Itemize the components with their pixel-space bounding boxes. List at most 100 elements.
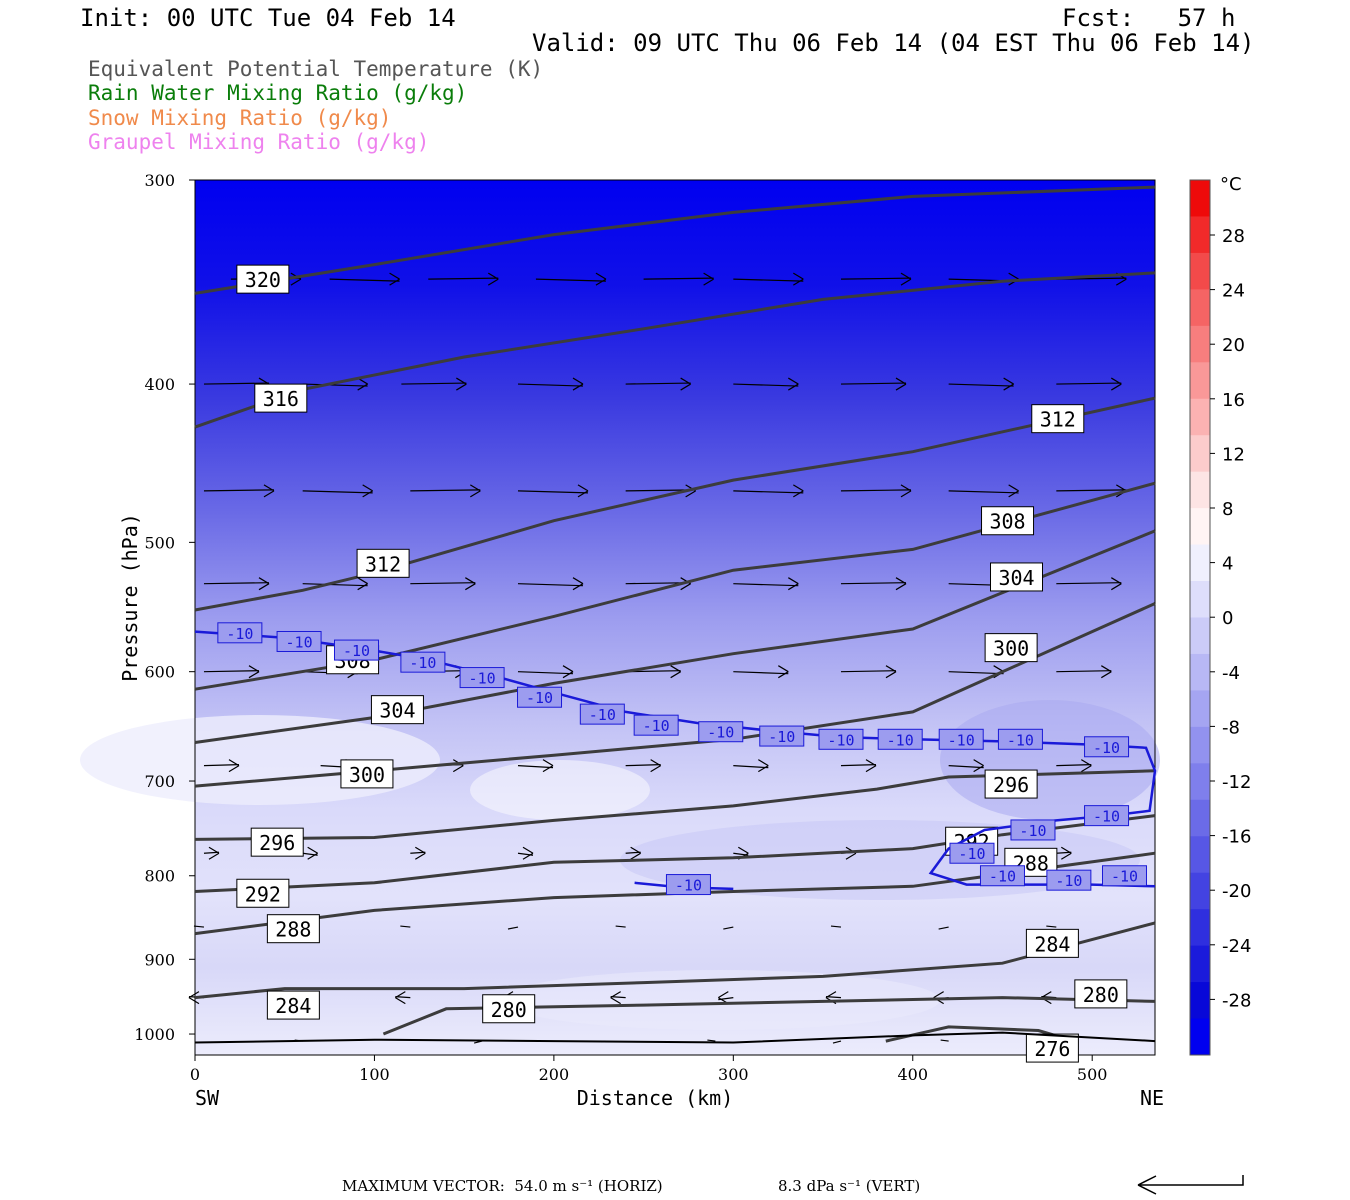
theta-e-label: 300 xyxy=(349,763,385,787)
wind-vector-head xyxy=(307,846,318,860)
wind-vector xyxy=(302,583,368,587)
theta-e-label: 312 xyxy=(365,552,401,576)
theta-e-label-box xyxy=(236,264,290,294)
colorbar-segment xyxy=(1190,289,1210,327)
theta-e-label-box xyxy=(340,759,394,789)
y-tick-label: 600 xyxy=(144,663,175,682)
wind-vector xyxy=(938,926,949,930)
wind-vector-head xyxy=(470,484,481,498)
isotherm-label: -10 xyxy=(1019,822,1046,840)
colorbar-segment xyxy=(1190,763,1210,801)
wind-vector xyxy=(733,671,789,675)
colorbar-segment xyxy=(1190,180,1210,217)
colorbar-segment xyxy=(1190,216,1210,254)
wind-vector-head xyxy=(895,577,907,591)
colorbar-tick-label: -8 xyxy=(1222,717,1240,738)
wind-vector xyxy=(643,277,714,280)
theta-e-label: 304 xyxy=(379,699,415,723)
wind-vector xyxy=(203,582,269,585)
isotherm-label-box xyxy=(997,728,1043,750)
theta-e-contour-304 xyxy=(194,529,1156,744)
isotherm-label-box xyxy=(1101,865,1147,887)
wind-vector-head xyxy=(680,377,691,391)
theta-e-label-box xyxy=(482,994,536,1024)
colorbar-segment xyxy=(1190,398,1210,436)
isotherm-label: -10 xyxy=(1111,868,1138,886)
isotherm-label-box xyxy=(938,728,984,750)
shading-patch xyxy=(470,760,650,820)
x-axis-label: Distance (km) xyxy=(577,1086,734,1110)
theta-e-contour-292 xyxy=(194,814,1156,893)
theta-e-label: 300 xyxy=(993,637,1029,661)
wind-vector xyxy=(948,490,1019,494)
y-tick-label: 300 xyxy=(144,171,175,190)
isotherm-label-box xyxy=(818,728,864,750)
wind-vector xyxy=(203,489,274,492)
isotherm-label-box xyxy=(698,721,744,743)
wind-vector-head xyxy=(456,377,467,391)
wind-vector-head xyxy=(188,991,200,1005)
temperature-shading xyxy=(195,180,1155,1055)
wind-vector xyxy=(723,926,734,930)
isotherm-label-box xyxy=(1010,819,1056,841)
theta-e-label: 316 xyxy=(263,387,299,411)
wind-vector xyxy=(1056,489,1127,492)
x-tick-label: 200 xyxy=(539,1065,570,1084)
colorbar-tick-label: -4 xyxy=(1222,663,1240,684)
isotherm-label: -10 xyxy=(589,706,616,724)
theta-e-label: 288 xyxy=(275,918,311,942)
theta-e-label: 276 xyxy=(1034,1037,1070,1061)
wind-vector xyxy=(1056,670,1112,673)
legend-snow: Snow Mixing Ratio (g/kg) xyxy=(88,106,392,130)
legend-equivalent-potential-temperature: Equivalent Potential Temperature (K) xyxy=(88,57,544,81)
wind-vector xyxy=(400,925,411,928)
wind-vector-head xyxy=(778,665,789,679)
theta-e-label: 296 xyxy=(993,773,1029,797)
wind-vector-head xyxy=(1081,759,1092,773)
colorbar-segment xyxy=(1190,690,1210,728)
theta-e-label-box xyxy=(356,548,410,578)
theta-e-label-box xyxy=(370,695,424,725)
wind-vector-head xyxy=(577,484,589,498)
y-tick-label: 500 xyxy=(144,533,175,552)
reference-vector-arrow xyxy=(1137,1175,1244,1195)
theta-e-label-box xyxy=(984,633,1038,663)
colorbar-unit: °C xyxy=(1220,174,1242,195)
wind-vector xyxy=(329,278,400,282)
wind-vector-head xyxy=(788,377,799,391)
wind-vector xyxy=(410,489,481,492)
isotherm-label: -10 xyxy=(675,877,702,895)
wind-vector-head xyxy=(258,577,270,591)
wind-vector xyxy=(733,490,804,494)
wind-vector xyxy=(193,925,205,928)
isotherm-label-box xyxy=(979,865,1025,887)
isotherm-label-box xyxy=(579,703,625,725)
wind-vector-head xyxy=(542,759,554,773)
isotherm-label-box xyxy=(217,622,263,644)
colorbar-tick-label: -24 xyxy=(1222,936,1251,957)
theta-e-label-box xyxy=(266,914,320,944)
shading-patch xyxy=(940,700,1160,820)
wind-vector xyxy=(428,277,499,280)
wind-vector xyxy=(1056,764,1092,767)
isotherm-label-box xyxy=(1084,736,1130,758)
wind-vector xyxy=(625,764,661,767)
wind-vector xyxy=(733,583,799,587)
theta-e-label: 308 xyxy=(989,510,1025,534)
isotherm-label-box xyxy=(1084,805,1130,827)
isotherm-label: -10 xyxy=(707,724,734,742)
wind-vector xyxy=(733,278,804,282)
init-time: Init: 00 UTC Tue 04 Feb 14 xyxy=(80,4,456,32)
theta-e-label-box xyxy=(1031,404,1085,434)
isotherm-label-box xyxy=(276,630,322,652)
isotherm-label-box xyxy=(333,639,379,661)
isotherm-label: -10 xyxy=(1055,872,1082,890)
wind-vector xyxy=(832,1040,842,1044)
wind-vector-head xyxy=(758,759,769,773)
theta-e-contour-280 xyxy=(382,996,1156,1036)
isotherm-label: -10 xyxy=(827,731,854,749)
colorbar-segment xyxy=(1190,617,1210,655)
wind-vector xyxy=(733,765,769,769)
wind-vector-head xyxy=(572,577,584,591)
theta-e-contour-312 xyxy=(194,396,1156,612)
